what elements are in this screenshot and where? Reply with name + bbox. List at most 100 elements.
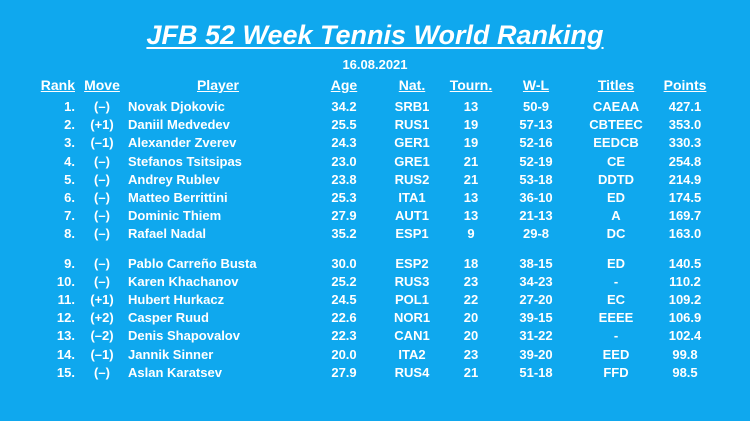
cell-titles: CAEAA [592, 99, 640, 114]
cell-tourn: 20 [463, 328, 479, 344]
cell-tourn: 21 [463, 171, 479, 187]
cell-rank: 2. [64, 117, 75, 133]
cell-nat: NOR1 [393, 310, 431, 326]
cell-age: 24.3 [331, 135, 357, 151]
cell-titles: EC [606, 292, 626, 307]
table-row: 2. (+1) Daniil Medvedev 25.5 RUS1 19 57-13 CBTE… [0, 116, 750, 134]
cell-wl: 50-9 [522, 99, 550, 114]
cell-titles: EEEE [598, 310, 634, 326]
cell-nat: CAN1 [394, 328, 430, 344]
header-player: Player [196, 77, 240, 93]
cell-tourn: 9 [467, 226, 475, 242]
cell-player: Karen Khachanov [128, 273, 239, 289]
cell-player: Matteo Berrittini [128, 190, 228, 205]
cell-wl: 39-15 [519, 310, 553, 326]
cell-age: 25.3 [331, 190, 357, 205]
cell-nat: POL1 [395, 292, 429, 307]
cell-points: 174.5 [668, 190, 702, 205]
cell-tourn: 23 [463, 273, 479, 289]
header-tourn: Tourn. [449, 77, 493, 93]
cell-wl: 38-15 [519, 255, 553, 271]
header-move: Move [84, 77, 120, 93]
header-titles: Titles [597, 77, 635, 93]
cell-titles: DDTD [597, 171, 635, 187]
cell-titles: A [611, 208, 621, 224]
cell-move: (–) [94, 226, 110, 242]
cell-points: 109.2 [668, 292, 702, 307]
cell-age: 24.5 [331, 292, 357, 307]
table-row: 8. (–) Rafael Nadal 35.2 ESP1 9 29-8 DC 163.0 [0, 225, 750, 243]
cell-player: Dominic Thiem [128, 208, 222, 224]
cell-move: (+1) [90, 292, 114, 307]
cell-rank: 11. [57, 292, 75, 307]
cell-move: (–) [94, 255, 110, 271]
cell-nat: AUT1 [395, 208, 429, 224]
cell-player: Rafael Nadal [128, 226, 207, 242]
table-row: 13. (–2) Denis Shapovalov 22.3 CAN1 20 31-22 - 1… [0, 327, 750, 345]
cell-nat: SRB1 [394, 99, 430, 114]
cell-tourn: 19 [463, 117, 479, 133]
cell-nat: ESP1 [395, 226, 429, 242]
cell-move: (–) [94, 364, 110, 380]
cell-move: (+2) [90, 310, 114, 326]
cell-wl: 52-19 [519, 153, 553, 169]
cell-player: Pablo Carreño Busta [128, 255, 257, 271]
cell-player: Aslan Karatsev [128, 364, 222, 380]
cell-age: 25.2 [331, 273, 357, 289]
cell-player: Jannik Sinner [128, 346, 214, 362]
cell-move: (–2) [90, 328, 114, 344]
cell-tourn: 18 [463, 255, 479, 271]
cell-tourn: 21 [463, 364, 479, 380]
cell-player: Hubert Hurkacz [128, 292, 225, 307]
cell-move: (–) [94, 153, 110, 169]
cell-wl: 51-18 [519, 364, 553, 380]
cell-points: 353.0 [668, 117, 702, 133]
table-row: 12. (+2) Casper Ruud 22.6 NOR1 20 39-15 EEEE 106… [0, 309, 750, 327]
cell-nat: RUS1 [394, 117, 430, 133]
cell-age: 30.0 [331, 255, 357, 271]
cell-rank: 7. [64, 208, 75, 224]
cell-tourn: 13 [463, 208, 479, 224]
cell-wl: 29-8 [522, 226, 550, 242]
cell-titles: FFD [603, 364, 629, 380]
cell-age: 22.6 [331, 310, 357, 326]
cell-age: 27.9 [331, 208, 357, 224]
cell-wl: 52-16 [519, 135, 553, 151]
cell-player: Andrey Rublev [128, 171, 220, 187]
cell-points: 110.2 [669, 273, 701, 289]
cell-rank: 13. [56, 328, 75, 344]
cell-age: 25.5 [331, 117, 357, 133]
cell-points: 98.5 [672, 364, 698, 380]
header-wl: W-L [522, 77, 550, 93]
table-row: 1. (–) Novak Djokovic 34.2 SRB1 13 50-9 CAEAA 42… [0, 98, 750, 116]
cell-wl: 57-13 [519, 117, 553, 133]
table-row: 6. (–) Matteo Berrittini 25.3 ITA1 13 36-10 ED 1… [0, 189, 750, 207]
cell-rank: 3. [64, 135, 75, 151]
header-points: Points [663, 77, 707, 93]
cell-wl: 39-20 [519, 346, 553, 362]
cell-nat: ESP2 [395, 255, 429, 271]
cell-player: Casper Ruud [128, 310, 209, 326]
table-row: 5. (–) Andrey Rublev 23.8 RUS2 21 53-18 DDTD 214… [0, 171, 750, 189]
cell-points: 169.7 [668, 208, 702, 224]
cell-wl: 34-23 [519, 273, 553, 289]
cell-age: 20.0 [331, 346, 357, 362]
cell-player: Denis Shapovalov [128, 328, 240, 344]
cell-wl: 36-10 [519, 190, 553, 205]
cell-wl: 27-20 [519, 292, 553, 307]
table-row: 9. (–) Pablo Carreño Busta 30.0 ESP2 18 38-15 E… [0, 255, 750, 273]
table-row: 7. (–) Dominic Thiem 27.9 AUT1 13 21-13 A 169.7 [0, 207, 750, 225]
header-age: Age [330, 77, 358, 93]
cell-age: 23.0 [331, 153, 357, 169]
cell-titles: EED [602, 346, 630, 362]
cell-wl: 53-18 [519, 171, 553, 187]
cell-age: 34.2 [331, 99, 357, 114]
cell-points: 102.4 [668, 328, 702, 344]
cell-titles: - [613, 328, 619, 344]
cell-age: 35.2 [331, 226, 357, 242]
cell-titles: ED [606, 190, 626, 205]
cell-points: 330.3 [668, 135, 702, 151]
cell-titles: - [613, 273, 619, 289]
cell-nat: RUS3 [394, 273, 430, 289]
cell-points: 254.8 [668, 153, 702, 169]
